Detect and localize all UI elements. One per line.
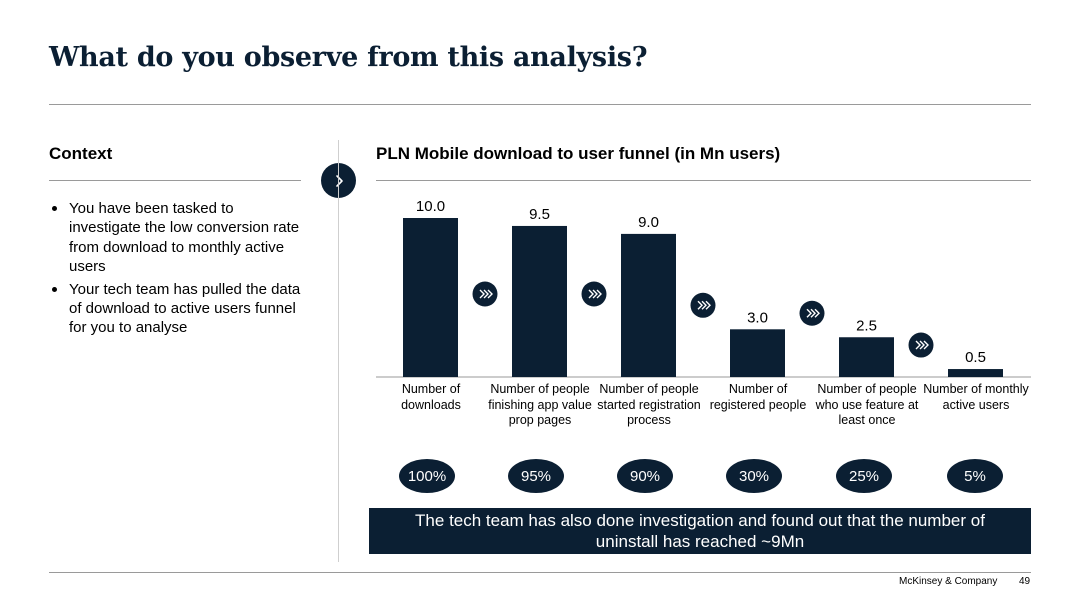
category-label: Number of people started registration pr… [597, 382, 701, 427]
funnel-bar [948, 369, 1003, 377]
slide-title: What do you observe from this analysis? [49, 42, 648, 73]
funnel-bar [512, 225, 567, 377]
bar-value-label: 0.5 [965, 349, 986, 366]
chart-title-divider [376, 180, 1031, 181]
double-chevron-right-icon [908, 332, 934, 358]
conversion-percentage: 25% [836, 459, 892, 493]
bar-value-label: 3.0 [747, 309, 768, 326]
funnel-bar [621, 233, 676, 377]
bar-value-label: 2.5 [856, 317, 877, 334]
conversion-percentage: 90% [617, 459, 673, 493]
insight-callout: The tech team has also done investigatio… [369, 508, 1031, 554]
bar-value-label: 10.0 [416, 198, 445, 215]
category-label: Number of registered people [709, 382, 807, 412]
funnel-bar-chart: 10.0 9.5 9.0 3.0 2.5 0.5 [376, 198, 1031, 378]
double-chevron-right-icon [581, 281, 607, 307]
category-label: Number of people who use feature at leas… [815, 382, 919, 427]
conversion-percentage: 5% [947, 459, 1003, 493]
column-divider [338, 140, 339, 562]
funnel-bar [403, 218, 458, 377]
footer-brand: McKinsey & Company [899, 576, 998, 587]
context-bullet: Your tech team has pulled the data of do… [49, 280, 304, 338]
title-divider [49, 104, 1031, 105]
funnel-bar [839, 337, 894, 377]
conversion-percentage: 100% [399, 459, 455, 493]
context-bullets: You have been tasked to investigate the … [49, 199, 304, 341]
bar-value-label: 9.0 [638, 214, 659, 231]
category-label: Number of downloads [401, 382, 461, 412]
page-number: 49 [1019, 576, 1031, 587]
context-bullet: You have been tasked to investigate the … [49, 199, 304, 277]
double-chevron-right-icon [472, 281, 498, 307]
footer-divider [49, 572, 1031, 573]
category-label: Number of people finishing app value pro… [488, 382, 592, 427]
double-chevron-right-icon [799, 300, 825, 326]
chart-title: PLN Mobile download to user funnel (in M… [376, 144, 781, 163]
funnel-bar [730, 329, 785, 377]
category-label: Number of monthly active users [923, 382, 1029, 412]
context-heading: Context [49, 144, 113, 163]
bar-value-label: 9.5 [529, 206, 550, 223]
context-divider [49, 180, 301, 181]
conversion-percentage: 95% [508, 459, 564, 493]
double-chevron-right-icon [690, 292, 716, 318]
conversion-percentage: 30% [726, 459, 782, 493]
